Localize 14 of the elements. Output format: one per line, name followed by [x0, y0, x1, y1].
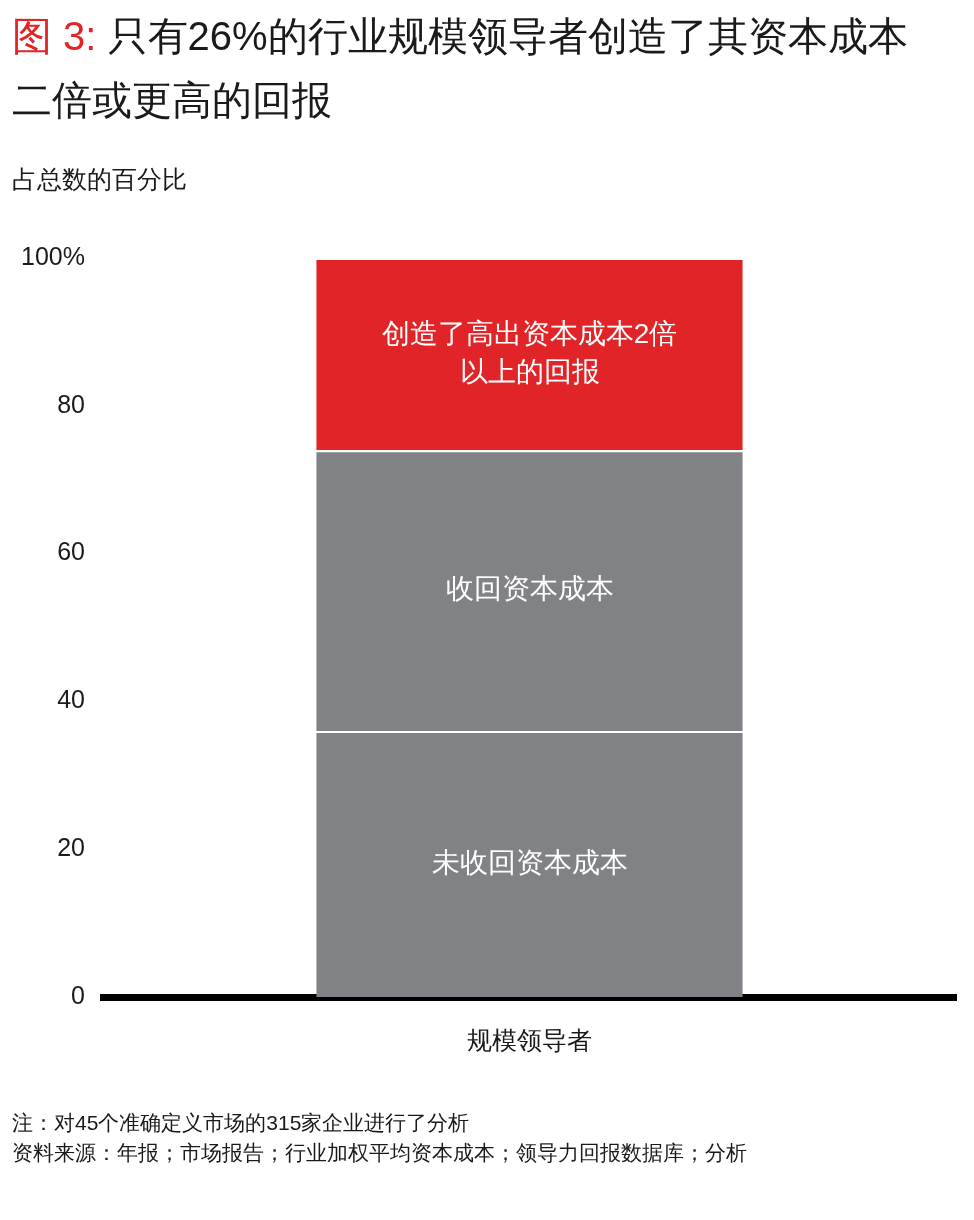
y-tick-label: 40: [57, 685, 85, 714]
y-axis-title: 占总数的百分比: [12, 164, 187, 195]
text: 资料来源：年报；市场报告；行业加权平均资本成本；领导力回报数据库；分析: [12, 1140, 748, 1166]
x-tick-label: 规模领导者: [467, 1025, 592, 1054]
series-label: 收回资本成本: [445, 573, 614, 605]
y-tick-label: 0: [71, 980, 85, 1009]
series-label: 未收回资本成本: [431, 846, 628, 878]
text: 注：对45个准确定义市场的315家企业进行了分析: [12, 1110, 471, 1136]
y-tick-label: 60: [57, 537, 85, 566]
chart-title: 图 3: 只有26%的行业规模领导者创造了其资本成本二倍或更高的回报: [12, 13, 909, 124]
y-tick-label: 20: [57, 833, 85, 862]
y-tick-label: 100%: [21, 241, 85, 270]
y-tick-label: 80: [57, 389, 85, 418]
series-label: 创造了高出资本成本2倍以上的回报: [381, 317, 678, 387]
